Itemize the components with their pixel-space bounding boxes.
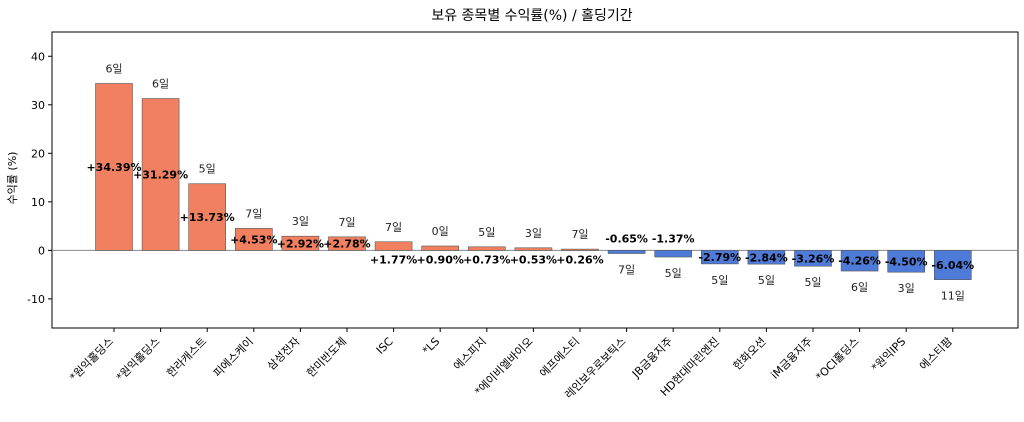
holding-days-label: 7일 (338, 215, 355, 229)
holding-days-label: 0일 (432, 224, 449, 238)
value-label: +1.77% (370, 253, 417, 266)
value-label: +4.53% (230, 233, 277, 246)
x-tick-label: *원익홀딩스 (67, 335, 116, 384)
holding-days-label: 5일 (758, 273, 775, 287)
bar (514, 247, 553, 251)
bar (887, 250, 926, 273)
x-tick-label: 한화오션 (731, 335, 769, 373)
x-tick-label: 한라캐스트 (164, 335, 209, 380)
x-tick-label: JB금융지주 (629, 335, 675, 381)
holding-days-label: 3일 (292, 214, 309, 228)
x-tick-label: *LS (420, 335, 442, 357)
bar (840, 250, 879, 272)
bar (328, 236, 366, 251)
x-tick-label: 피에스케이 (211, 335, 256, 380)
y-tick-label: 40 (31, 50, 45, 63)
bar (374, 241, 413, 251)
value-label: -1.37% (652, 232, 695, 245)
value-label: +0.73% (463, 253, 510, 266)
holding-days-label: 11일 (941, 289, 965, 303)
bar (933, 250, 972, 280)
bar (794, 250, 832, 267)
bar (188, 183, 226, 251)
value-label: -4.26% (838, 255, 881, 268)
bar (235, 228, 273, 251)
bar (747, 250, 786, 265)
value-label: +31.29% (133, 168, 188, 181)
bar (700, 250, 739, 265)
y-tick-label: 10 (31, 196, 45, 209)
value-label: +2.92% (277, 237, 324, 250)
value-label: -3.26% (792, 252, 835, 265)
holding-days-label: 7일 (385, 220, 402, 234)
bar (421, 245, 460, 251)
value-label: -4.50% (885, 255, 928, 268)
value-label: +0.26% (556, 253, 603, 266)
holding-days-label: 7일 (571, 227, 588, 241)
bar (281, 235, 320, 251)
holding-days-label: 6일 (851, 280, 868, 294)
x-tick-label: *OCI홀딩스 (813, 335, 861, 383)
value-label: +13.73% (180, 211, 235, 224)
x-tick-label: *원익홀딩스 (114, 335, 163, 384)
bar (467, 246, 506, 251)
y-axis-label: 수익률 (%) (6, 152, 19, 205)
holding-days-label: 5일 (478, 225, 495, 239)
holding-days-label: 5일 (804, 275, 821, 289)
holding-days-label: 7일 (618, 263, 635, 277)
chart-title: 보유 종목별 수익률(%) / 홀딩기간 (431, 8, 632, 24)
plot-frame (51, 31, 1019, 329)
x-tick-label: ISC (374, 335, 396, 357)
x-tick-label: 에스티팜 (917, 335, 955, 373)
value-label: +2.78% (323, 238, 370, 251)
value-label: +0.90% (417, 253, 464, 266)
x-tick-label: 한미반도체 (304, 335, 349, 380)
holding-days-label: 6일 (152, 77, 169, 91)
holding-days-label: 3일 (525, 226, 542, 240)
holding-days-label: 5일 (711, 273, 728, 287)
x-tick-label: 에스피지 (451, 335, 489, 373)
y-tick-label: 30 (31, 99, 45, 112)
value-label: -6.04% (931, 259, 974, 272)
holding-days-label: 3일 (898, 281, 915, 295)
bar (141, 98, 180, 251)
bar (607, 250, 646, 254)
y-tick-label: 20 (31, 147, 45, 160)
holding-days-label: 6일 (105, 61, 122, 75)
value-label: -0.65% (605, 232, 648, 245)
x-tick-label: 에프에스티 (537, 335, 582, 380)
bar (654, 250, 693, 258)
holding-days-label: 7일 (245, 206, 262, 220)
value-label: +0.53% (510, 253, 557, 266)
x-tick-label: 삼성전자 (265, 335, 303, 373)
x-tick-label: iM금융지주 (768, 335, 815, 382)
bar (95, 83, 133, 251)
holding-days-label: 5일 (199, 162, 216, 176)
x-tick-label: *원익IPS (869, 335, 908, 374)
holding-days-label: 5일 (665, 266, 682, 280)
value-label: -2.79% (698, 251, 741, 264)
value-label: +34.39% (86, 161, 141, 174)
value-label: -2.84% (745, 251, 788, 264)
plot-area: -10 0 10 20 30 40 +34.39% 6일 *원익홀딩스 +31.29% 6일 *원익홀… (27, 31, 1019, 401)
y-tick-label: 0 (38, 244, 45, 257)
y-tick-label: -10 (27, 293, 45, 306)
bar (561, 248, 599, 251)
